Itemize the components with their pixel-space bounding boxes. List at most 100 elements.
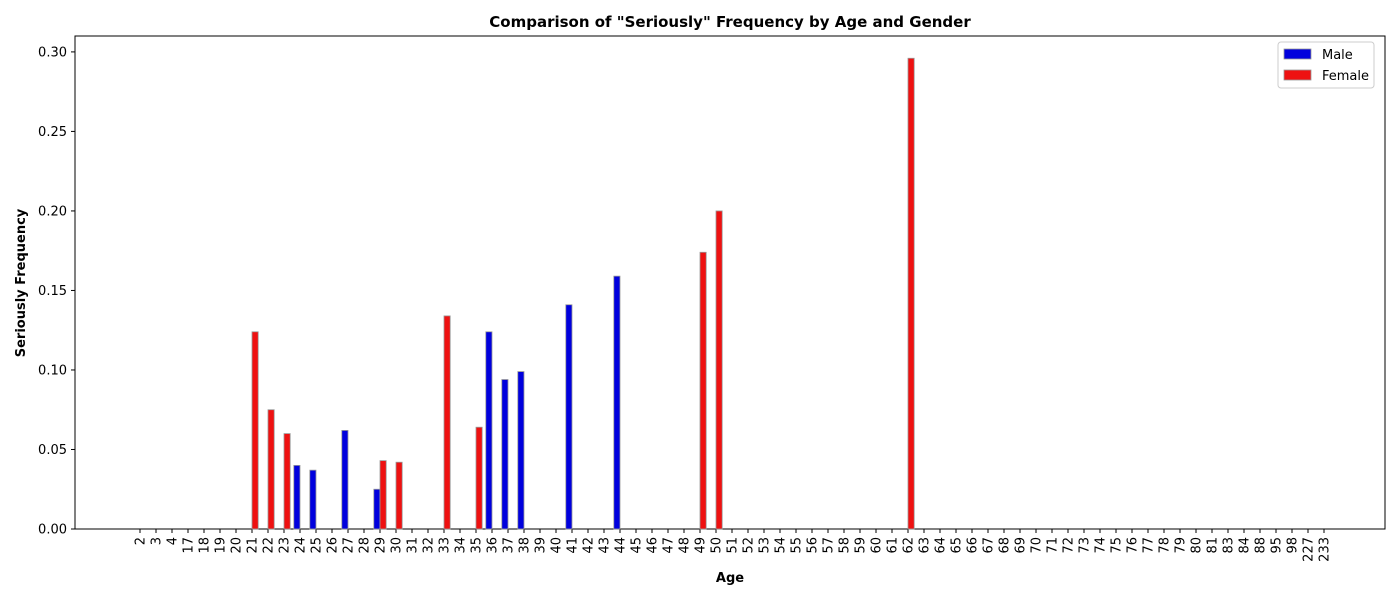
x-tick-label: 32 bbox=[422, 537, 437, 554]
x-tick-label: 2 bbox=[134, 537, 149, 545]
bar-male-29 bbox=[373, 488, 381, 530]
bar-female-49 bbox=[699, 251, 707, 530]
x-tick-label: 54 bbox=[774, 537, 789, 554]
plot-frame bbox=[74, 35, 1386, 530]
y-axis-label: Seriously Frequency bbox=[14, 208, 29, 357]
x-tick-label: 26 bbox=[326, 537, 341, 554]
y-tick-label: 0.25 bbox=[38, 125, 67, 140]
x-tick-label: 25 bbox=[310, 537, 325, 554]
x-tick-label: 71 bbox=[1046, 537, 1061, 554]
x-tick-label: 18 bbox=[198, 537, 213, 554]
x-tick-label: 20 bbox=[230, 537, 245, 554]
bar-male-44 bbox=[613, 275, 621, 530]
x-tick-label: 63 bbox=[918, 537, 933, 554]
bar-male-38 bbox=[517, 371, 525, 530]
x-tick-label: 19 bbox=[214, 537, 229, 554]
x-tick-label: 50 bbox=[710, 537, 725, 554]
x-tick-label: 48 bbox=[678, 537, 693, 554]
x-tick-label: 29 bbox=[374, 537, 389, 554]
x-tick-label: 98 bbox=[1286, 537, 1301, 554]
x-tick-label: 31 bbox=[406, 537, 421, 554]
chart-title: Comparison of "Seriously" Frequency by A… bbox=[489, 13, 971, 31]
y-tick-label: 0.20 bbox=[38, 204, 67, 219]
x-tick-label: 57 bbox=[822, 537, 837, 554]
x-tick-label: 28 bbox=[358, 537, 373, 554]
x-tick-label: 41 bbox=[566, 537, 581, 554]
x-tick-label: 35 bbox=[470, 537, 485, 554]
legend: Male Female bbox=[1277, 41, 1375, 89]
bar-female-35 bbox=[475, 426, 483, 530]
x-tick-label: 38 bbox=[518, 537, 533, 554]
x-axis-label: Age bbox=[716, 571, 744, 586]
x-tick-label: 24 bbox=[294, 537, 309, 554]
legend-swatch-female bbox=[1283, 69, 1312, 81]
bar-male-27 bbox=[341, 429, 349, 530]
x-tick-label: 53 bbox=[758, 537, 773, 554]
y-tick-label: 0.30 bbox=[38, 45, 67, 60]
x-tick-label: 42 bbox=[582, 537, 597, 554]
y-tick-label: 0.15 bbox=[38, 284, 67, 299]
x-tick-label: 45 bbox=[630, 537, 645, 554]
legend-label-male: Male bbox=[1322, 48, 1353, 63]
plot-area: 0.000.050.100.150.200.250.302 3 4 17 18 19 20 2… bbox=[38, 35, 1386, 562]
bar-male-41 bbox=[565, 304, 573, 530]
x-tick-label: 49 bbox=[694, 537, 709, 554]
bar-female-33 bbox=[443, 315, 451, 530]
x-tick-label: 67 bbox=[982, 537, 997, 554]
x-tick-label: 65 bbox=[950, 537, 965, 554]
x-tick-label: 95 bbox=[1270, 537, 1285, 554]
y-tick-label: 0.05 bbox=[38, 443, 67, 458]
x-tick-label: 23 bbox=[278, 537, 293, 554]
x-tick-label: 52 bbox=[742, 537, 757, 554]
x-tick-label: 30 bbox=[390, 537, 405, 554]
x-tick-label: 47 bbox=[662, 537, 677, 554]
x-tick-label: 37 bbox=[502, 537, 517, 554]
x-tick-label: 64 bbox=[934, 537, 949, 554]
x-tick-label: 88 bbox=[1254, 537, 1269, 554]
x-tick-label: 84 bbox=[1238, 537, 1253, 554]
x-tick-label: 66 bbox=[966, 537, 981, 554]
x-tick-label: 55 bbox=[790, 537, 805, 554]
x-tick-label: 60 bbox=[870, 537, 885, 554]
x-tick-label: 61 bbox=[886, 537, 901, 554]
x-tick-label: 21 bbox=[246, 537, 261, 554]
x-tick-label: 83 bbox=[1222, 537, 1237, 554]
bar-female-23 bbox=[283, 433, 291, 530]
x-tick-label: 62 bbox=[902, 537, 917, 554]
bar-female-29 bbox=[379, 460, 387, 530]
y-tick-label: 0.00 bbox=[38, 523, 67, 538]
bar-male-36 bbox=[485, 331, 493, 530]
bar-female-62 bbox=[907, 57, 915, 530]
x-tick-label: 233 bbox=[1318, 537, 1333, 562]
y-tick-label: 0.10 bbox=[38, 363, 67, 378]
x-tick-label: 74 bbox=[1094, 537, 1109, 554]
legend-label-female: Female bbox=[1322, 69, 1369, 84]
bar-female-50 bbox=[715, 210, 723, 530]
x-tick-label: 80 bbox=[1190, 537, 1205, 554]
bar-female-22 bbox=[267, 409, 275, 530]
x-tick-label: 34 bbox=[454, 537, 469, 554]
bar-female-30 bbox=[395, 461, 403, 530]
x-tick-label: 4 bbox=[166, 537, 181, 545]
bar-male-25 bbox=[309, 469, 317, 530]
x-tick-label: 33 bbox=[438, 537, 453, 554]
x-tick-label: 43 bbox=[598, 537, 613, 554]
bar-male-37 bbox=[501, 379, 509, 530]
x-tick-label: 70 bbox=[1030, 537, 1045, 554]
x-tick-label: 68 bbox=[998, 537, 1013, 554]
x-tick-label: 69 bbox=[1014, 537, 1029, 554]
x-tick-label: 77 bbox=[1142, 537, 1157, 554]
x-tick-label: 81 bbox=[1206, 537, 1221, 554]
x-tick-label: 36 bbox=[486, 537, 501, 554]
x-tick-label: 59 bbox=[854, 537, 869, 554]
x-tick-label: 17 bbox=[182, 537, 197, 554]
bar-female-21 bbox=[251, 331, 259, 530]
bar-male-24 bbox=[293, 464, 301, 530]
x-tick-label: 46 bbox=[646, 537, 661, 554]
x-tick-label: 227 bbox=[1302, 537, 1317, 562]
x-tick-label: 22 bbox=[262, 537, 277, 554]
x-tick-label: 75 bbox=[1110, 537, 1125, 554]
x-tick-label: 40 bbox=[550, 537, 565, 554]
x-tick-label: 73 bbox=[1078, 537, 1093, 554]
